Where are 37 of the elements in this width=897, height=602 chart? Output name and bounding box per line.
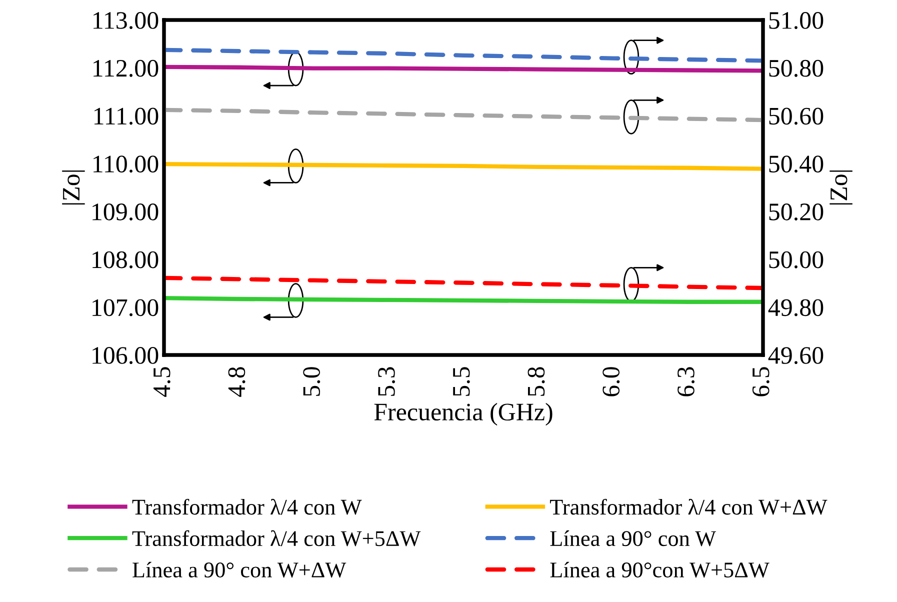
line-series <box>164 108 763 122</box>
y2-tick-label: 51.00 <box>769 12 824 30</box>
legend-label: Transformador λ/4 con W <box>132 498 362 515</box>
y-tick-label: 106.00 <box>92 347 158 364</box>
x-tick-label: 6.5 <box>752 367 770 396</box>
y2-tick-label: 50.40 <box>769 156 824 173</box>
x-axis-title: Frecuencia (GHz) <box>374 402 552 426</box>
legend-label: Línea a 90°con W+5ΔW <box>550 562 770 578</box>
line-series <box>164 48 763 63</box>
legend-label: Línea a 90° con W <box>550 530 716 546</box>
y-tick-label: 110.00 <box>94 156 158 173</box>
x-tick-label: 5.3 <box>378 367 395 396</box>
x-tick-label: 5.8 <box>528 367 545 396</box>
legend-label: Línea a 90° con W+ΔW <box>132 562 346 578</box>
y-axis-title: |Zo| <box>62 170 85 205</box>
x-tick-label: 4.8 <box>228 367 246 397</box>
y2-tick-label: 49.60 <box>768 347 824 364</box>
y-tick-label: 113.00 <box>94 12 158 30</box>
x-tick-label: 5.5 <box>453 367 470 396</box>
legend-label: Transformador λ/4 con W+5ΔW <box>132 530 421 546</box>
y2-tick-label: 50.60 <box>769 108 824 125</box>
legend-label: Transformador λ/4 con W+ΔW <box>550 498 828 515</box>
y2-tick-label: 50.80 <box>769 60 824 77</box>
y2-tick-label: 49.80 <box>768 299 824 316</box>
y2-tick-label: 50.00 <box>769 251 824 268</box>
x-tick-label: 5.0 <box>303 367 320 396</box>
y-tick-label: 112.00 <box>94 60 158 77</box>
y-tick-label: 111.00 <box>94 108 158 125</box>
y-tick-label: 108.00 <box>92 251 158 268</box>
y-tick-label: 109.00 <box>92 203 158 220</box>
line-series <box>164 276 763 290</box>
y2-tick-label: 50.20 <box>769 203 824 220</box>
y-tick-label: 107.00 <box>92 299 158 316</box>
y2-axis-title: |Zo| <box>830 170 852 205</box>
x-tick-label: 6.0 <box>602 367 620 396</box>
x-tick-label: 6.3 <box>678 367 694 396</box>
x-tick-label: 4.5 <box>154 367 170 397</box>
